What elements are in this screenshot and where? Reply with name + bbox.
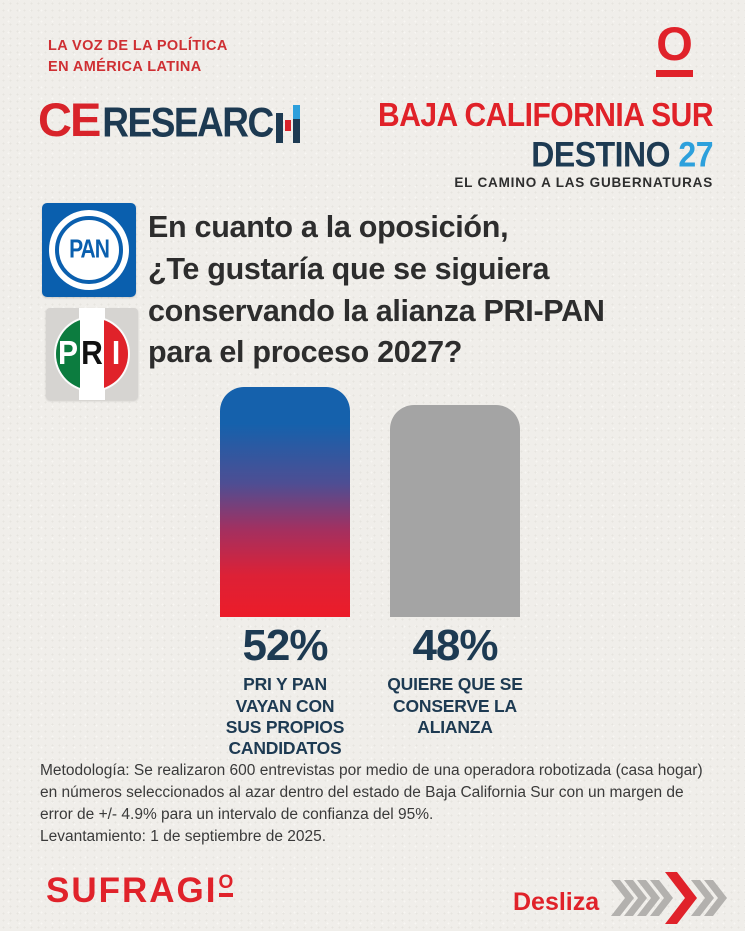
question-line-3: conservando la alianza PRI-PAN bbox=[148, 293, 605, 328]
bar-chart-h-glyph-icon bbox=[275, 104, 302, 143]
results-bar-chart bbox=[220, 387, 520, 617]
edition-destino: DESTINO 27 bbox=[378, 137, 713, 172]
sufragio-logo-text: SUFRAGI bbox=[46, 871, 218, 910]
result-caption-52: PRI Y PAN VAYAN CON SUS PROPIOS CANDIDAT… bbox=[225, 674, 345, 759]
swipe-label: Desliza bbox=[513, 887, 600, 916]
edition-title: BAJA CALIFORNIA SUR bbox=[378, 96, 713, 134]
percent-value-52: 52% bbox=[242, 621, 328, 670]
destino-text: DESTINO bbox=[531, 134, 671, 174]
pri-red-stripe: I bbox=[104, 318, 128, 390]
pri-green-stripe: P bbox=[56, 318, 80, 390]
question-line-4: para el proceso 2027? bbox=[148, 335, 463, 370]
question-line-2: ¿Te gustaría que se siguiera bbox=[148, 251, 550, 286]
pri-white-stripe: R bbox=[80, 318, 104, 390]
methodology-text: Metodología: Se realizaron 600 entrevist… bbox=[40, 762, 703, 823]
swipe-cta[interactable]: Desliza bbox=[513, 866, 745, 930]
pan-logo-text: PAN bbox=[69, 235, 110, 264]
sufragio-o-logo-icon: O bbox=[656, 20, 693, 77]
o-logo-underline bbox=[656, 70, 693, 77]
tagline-line2: EN AMÉRICA LATINA bbox=[48, 59, 202, 76]
bar-pri-pan-separate bbox=[220, 387, 350, 617]
fieldwork-date: Levantamiento: 1 de septiembre de 2025. bbox=[40, 828, 327, 845]
edition-subtitle: EL CAMINO A LAS GUBERNATURAS bbox=[454, 174, 713, 190]
pri-party-logo: P R I bbox=[46, 308, 138, 400]
tagline-line1: LA VOZ DE LA POLÍTICA bbox=[48, 38, 228, 54]
destino-number: 27 bbox=[678, 134, 713, 174]
poll-question: En cuanto a la oposición, ¿Te gustaría q… bbox=[148, 207, 728, 374]
sufragio-logo: SUFRAGI O bbox=[46, 871, 234, 910]
ce-logo-text: CE bbox=[38, 93, 101, 146]
pan-logo-ring: PAN bbox=[49, 210, 129, 290]
chevrons-right-icon[interactable] bbox=[609, 866, 745, 930]
pan-party-logo: PAN bbox=[42, 203, 136, 297]
percent-value-48: 48% bbox=[412, 621, 498, 670]
tagline: LA VOZ DE LA POLÍTICA EN AMÉRICA LATINA bbox=[48, 36, 228, 78]
bar-keep-alliance bbox=[390, 405, 520, 617]
pri-logo-circle: P R I bbox=[56, 318, 128, 390]
research-logo-text: RESEARC bbox=[102, 98, 274, 145]
sufragio-logo-o: O bbox=[218, 873, 234, 897]
ce-research-logo: CE RESEARC bbox=[38, 93, 302, 146]
result-label-48: 48% QUIERE QUE SE CONSERVE LA ALIANZA bbox=[350, 621, 560, 738]
o-logo-letter: O bbox=[656, 17, 693, 70]
result-caption-48: QUIERE QUE SE CONSERVE LA ALIANZA bbox=[387, 674, 523, 738]
methodology-note: Metodología: Se realizaron 600 entrevist… bbox=[40, 760, 718, 848]
edition-header: BAJA CALIFORNIA SUR DESTINO 27 EL CAMINO… bbox=[378, 98, 713, 190]
question-line-1: En cuanto a la oposición, bbox=[148, 210, 509, 244]
result-label-52: 52% PRI Y PAN VAYAN CON SUS PROPIOS CAND… bbox=[180, 621, 390, 760]
